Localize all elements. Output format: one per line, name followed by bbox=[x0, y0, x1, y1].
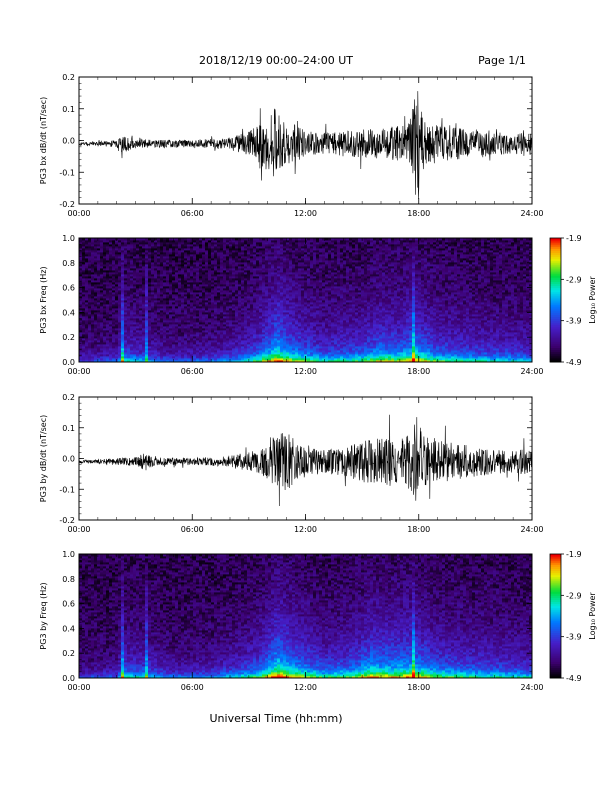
y-tick-label: -0.1 bbox=[59, 168, 75, 177]
date-range-title: 2018/12/19 00:00–24:00 UT bbox=[199, 54, 353, 67]
y-tick-label: 0.1 bbox=[62, 105, 75, 114]
trace-line bbox=[79, 91, 532, 199]
page-indicator: Page 1/1 bbox=[478, 54, 526, 67]
panel-1: 0.2 0.1 0.0 -0.1 -0.200:00 06:00 12:00 18:00 24:… bbox=[39, 73, 544, 218]
y-axis-label: PG3 bx dB/dt (nT/sec) bbox=[39, 97, 48, 184]
y-tick-label: -0.2 bbox=[59, 200, 75, 209]
y-tick-label: 0.2 bbox=[62, 73, 75, 82]
x-tick-label: 06:00 bbox=[181, 209, 204, 218]
y-tick-label: 0.0 bbox=[62, 137, 75, 146]
x-tick-label: 12:00 bbox=[294, 209, 317, 218]
x-tick-label: 18:00 bbox=[407, 209, 430, 218]
panels-group: 0.2 0.1 0.0 -0.1 -0.200:00 06:00 12:00 18:00 24:… bbox=[39, 73, 597, 692]
spectrogram-cells bbox=[79, 238, 532, 362]
x-tick-label: 00:00 bbox=[67, 209, 90, 218]
x-tick-label: 24:00 bbox=[520, 209, 543, 218]
